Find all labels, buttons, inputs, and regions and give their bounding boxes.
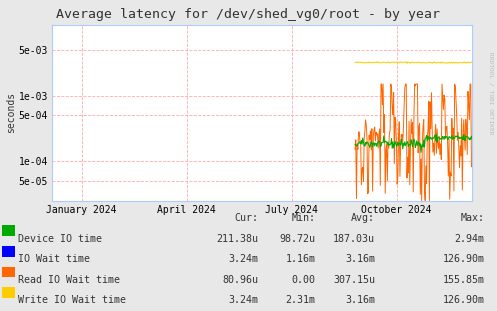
Text: 187.03u: 187.03u [333,234,375,244]
Text: 98.72u: 98.72u [280,234,316,244]
Text: 3.24m: 3.24m [229,254,258,264]
Text: 3.16m: 3.16m [345,295,375,305]
Text: 1.16m: 1.16m [286,254,316,264]
Text: 307.15u: 307.15u [333,275,375,285]
Text: 3.24m: 3.24m [229,295,258,305]
Text: 155.85m: 155.85m [442,275,485,285]
Text: 2.31m: 2.31m [286,295,316,305]
Text: 126.90m: 126.90m [442,295,485,305]
Text: IO Wait time: IO Wait time [18,254,90,264]
Text: Cur:: Cur: [235,213,258,223]
Text: 2.94m: 2.94m [455,234,485,244]
Text: Write IO Wait time: Write IO Wait time [18,295,126,305]
Text: RRDTOOL / TOBI OETIKER: RRDTOOL / TOBI OETIKER [489,52,494,135]
Text: 211.38u: 211.38u [216,234,258,244]
Text: Min:: Min: [292,213,316,223]
Text: 3.16m: 3.16m [345,254,375,264]
Y-axis label: seconds: seconds [6,92,16,133]
Text: 80.96u: 80.96u [223,275,258,285]
Text: Avg:: Avg: [351,213,375,223]
Text: Read IO Wait time: Read IO Wait time [18,275,120,285]
Text: 0.00: 0.00 [292,275,316,285]
Text: Device IO time: Device IO time [18,234,102,244]
Text: Average latency for /dev/shed_vg0/root - by year: Average latency for /dev/shed_vg0/root -… [57,8,440,21]
Text: Max:: Max: [461,213,485,223]
Text: 126.90m: 126.90m [442,254,485,264]
